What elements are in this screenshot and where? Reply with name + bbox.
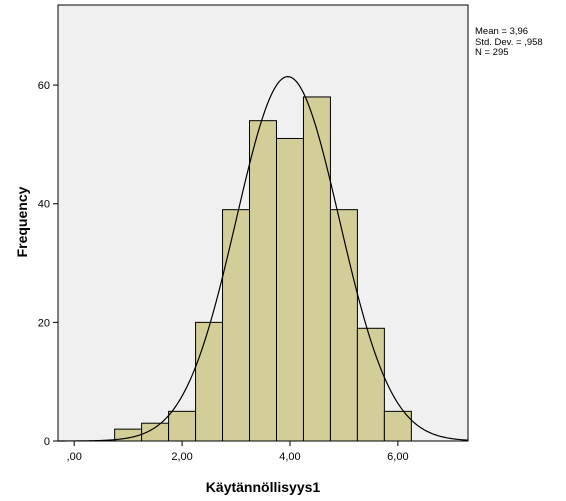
x-tick-label: 2,00 <box>171 451 192 463</box>
x-tick-label: 4,00 <box>279 451 300 463</box>
histogram-bar <box>195 321 224 442</box>
histogram-bar <box>356 327 385 442</box>
stat-std-dev: Std. Dev. = ,958 <box>475 36 543 48</box>
histogram-bar <box>329 209 358 442</box>
y-tick-label: 0 <box>44 436 50 448</box>
y-tick-label: 60 <box>38 80 50 92</box>
histogram-bar <box>275 137 304 442</box>
histogram-bar <box>222 209 251 442</box>
stat-mean: Mean = 3,96 <box>475 26 529 37</box>
stats-box: Mean = 3,96 Std. Dev. = ,958 N = 295 <box>475 26 543 59</box>
histogram-bar <box>302 96 331 442</box>
stat-n: N = 295 <box>475 47 509 58</box>
histogram-bar <box>168 410 197 442</box>
histogram-bars <box>114 96 412 442</box>
axes: 0 20 40 60 ,00 2,00 4,00 6,00 <box>38 80 409 463</box>
histogram-bar <box>383 410 412 442</box>
y-tick-label: 20 <box>38 317 50 329</box>
x-axis-title: Käytännöllisyys1 <box>205 479 321 495</box>
histogram-bar <box>249 120 277 442</box>
x-tick-label: ,00 <box>67 451 82 463</box>
y-axis-title: Frequency <box>14 186 30 258</box>
y-tick-label: 40 <box>38 199 50 211</box>
normal-curve <box>58 76 469 442</box>
x-tick-label: 6,00 <box>387 451 408 463</box>
